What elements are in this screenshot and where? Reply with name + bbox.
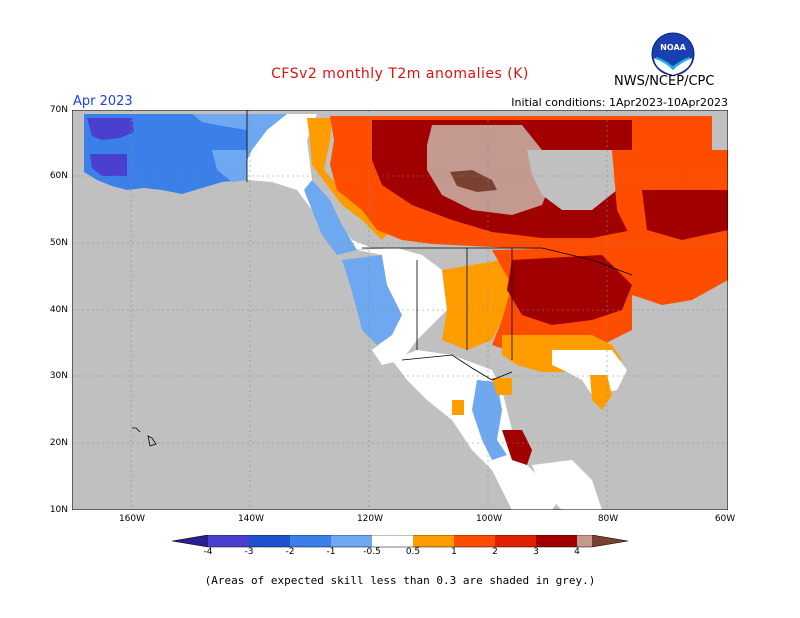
colorbar-label-m3: -3 — [244, 547, 254, 557]
region-bc-light — [247, 114, 357, 255]
initial-conditions: Initial conditions: 1Apr2023-10Apr2023 — [511, 96, 728, 109]
region-canada-rose — [427, 125, 552, 215]
lon-label-60w: 60W — [714, 514, 736, 524]
colorbar-m3-m2 — [249, 535, 290, 547]
colorbar-m1-m05 — [331, 535, 372, 547]
colorbar-label-3: 3 — [533, 547, 539, 557]
noaa-logo: NOAA — [651, 32, 695, 76]
colorbar-label-4: 4 — [574, 547, 580, 557]
colorbar-05-1 — [413, 535, 454, 547]
region-florida — [590, 375, 612, 410]
lat-label-40: 40N — [49, 305, 68, 315]
agency-label: NWS/NCEP/CPC — [614, 74, 715, 89]
region-central-america — [532, 460, 602, 510]
anomaly-map — [72, 110, 728, 510]
colorbar-4-5 — [577, 535, 592, 547]
colorbar-label-m4: -4 — [203, 547, 213, 557]
political-borders — [246, 110, 633, 381]
lon-label-80w: 80W — [597, 514, 619, 524]
region-alaska-coast-light — [212, 150, 247, 182]
colorbar-gt-4 — [592, 535, 628, 547]
lat-label-30: 30N — [49, 371, 68, 381]
region-west-us-neutral — [357, 248, 447, 365]
lat-label-50: 50N — [49, 238, 68, 248]
colorbar-m2-m1 — [290, 535, 331, 547]
logo-text: NOAA — [660, 43, 686, 52]
lat-label-60: 60N — [49, 171, 68, 181]
colorbar-label-2: 2 — [492, 547, 498, 557]
colorbar-label-m1: -1 — [326, 547, 336, 557]
colorbar-1-2 — [454, 535, 495, 547]
lat-label-20: 20N — [49, 438, 68, 448]
region-alaska-north-light — [192, 114, 247, 130]
region-mexico-neutral — [392, 350, 562, 510]
region-yukon-neutral — [247, 114, 372, 250]
graticule — [72, 110, 728, 510]
region-canada-brown — [450, 170, 497, 192]
lon-label-120w: 120W — [356, 514, 384, 524]
region-alaska-west-deep — [87, 118, 134, 176]
colorbar-label-05: 0.5 — [405, 547, 421, 557]
lat-label-70: 70N — [49, 105, 68, 115]
chart-title: CFSv2 monthly T2m anomalies (K) — [271, 66, 529, 82]
region-mexico-darkred — [502, 430, 532, 465]
region-mexico-orange — [452, 378, 512, 415]
lon-label-160w: 160W — [118, 514, 146, 524]
colorbar-neutral — [372, 535, 413, 547]
region-greatlakes-darkred — [507, 255, 632, 325]
colorbar — [172, 535, 628, 548]
colorbar-3-4 — [536, 535, 577, 547]
region-mexico-blue — [472, 380, 507, 460]
forecast-month: Apr 2023 — [73, 94, 133, 109]
region-hudson-bay — [527, 150, 617, 210]
region-labrador-dark — [642, 190, 728, 240]
lon-label-140w: 140W — [237, 514, 265, 524]
colorbar-2-3 — [495, 535, 536, 547]
colorbar-label-m05: -0.5 — [363, 547, 381, 557]
colorbar-lt-4 — [172, 535, 208, 547]
lon-label-100w: 100W — [475, 514, 503, 524]
colorbar-label-1: 1 — [451, 547, 457, 557]
hawaii — [132, 427, 157, 447]
region-plains-orange — [442, 260, 512, 350]
footnote: (Areas of expected skill less than 0.3 a… — [204, 574, 596, 587]
lat-label-10: 10N — [49, 505, 68, 515]
region-west-us-light — [342, 255, 402, 345]
colorbar-label-m2: -2 — [285, 547, 295, 557]
colorbar-m4-m3 — [208, 535, 249, 547]
